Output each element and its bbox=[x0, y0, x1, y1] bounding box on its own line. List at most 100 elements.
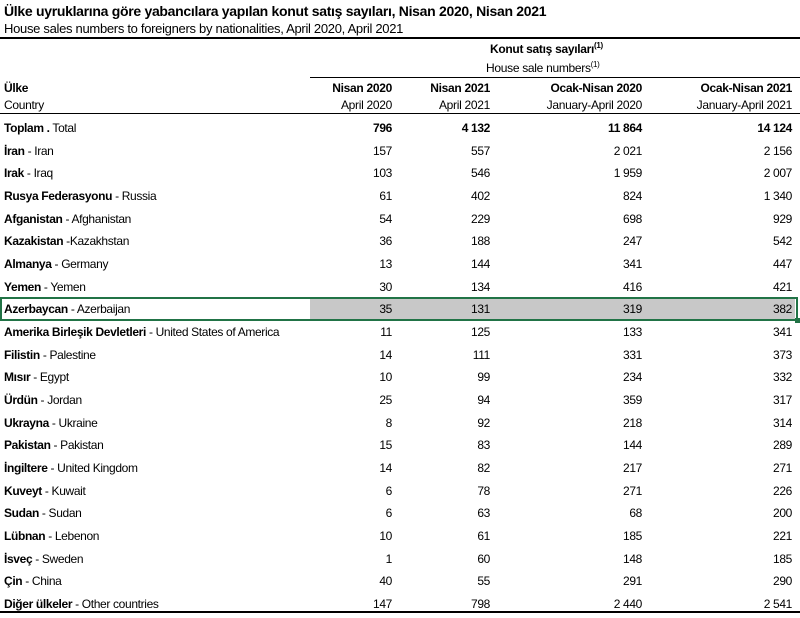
value-cell[interactable]: 40 bbox=[379, 574, 392, 589]
value-cell[interactable]: 6 bbox=[385, 483, 393, 498]
value-cell[interactable]: 234 bbox=[623, 370, 642, 385]
value-cell[interactable]: 157 bbox=[373, 143, 392, 158]
value-cell[interactable]: 25 bbox=[379, 393, 392, 408]
value-cell[interactable]: 10 bbox=[379, 529, 392, 544]
fill-handle[interactable] bbox=[795, 318, 800, 324]
value-cell[interactable]: 402 bbox=[471, 189, 490, 203]
value-cell[interactable]: 341 bbox=[623, 257, 642, 272]
value-cell[interactable]: 13 bbox=[379, 257, 392, 272]
value-cell[interactable]: 221 bbox=[773, 529, 792, 544]
value-cell[interactable]: 134 bbox=[471, 279, 490, 294]
table-row[interactable]: Mısır - Egypt 10 99 234 332 bbox=[0, 366, 800, 388]
value-cell[interactable]: 8 bbox=[385, 415, 393, 430]
value-cell[interactable]: 373 bbox=[773, 347, 792, 362]
value-cell[interactable]: 289 bbox=[773, 438, 792, 453]
value-cell[interactable]: 929 bbox=[773, 211, 792, 226]
value-cell[interactable]: 359 bbox=[623, 393, 642, 408]
value-cell[interactable]: 14 124 bbox=[757, 121, 792, 135]
value-cell[interactable]: 824 bbox=[623, 189, 642, 203]
value-cell[interactable]: 63 bbox=[477, 506, 490, 521]
value-cell[interactable]: 229 bbox=[471, 211, 490, 226]
value-cell[interactable]: 68 bbox=[629, 506, 642, 521]
table-row[interactable]: Rusya Federasyonu - Russia 61 402 824 1 340 bbox=[0, 185, 800, 207]
value-cell[interactable]: 103 bbox=[373, 166, 392, 181]
value-cell[interactable]: 61 bbox=[379, 189, 392, 203]
value-cell[interactable]: 35 bbox=[379, 302, 392, 317]
value-cell[interactable]: 133 bbox=[623, 325, 642, 340]
value-cell[interactable]: 341 bbox=[773, 325, 792, 340]
value-cell[interactable]: 332 bbox=[773, 370, 792, 385]
value-cell[interactable]: 2 156 bbox=[763, 143, 793, 158]
table-row[interactable]: Ürdün - Jordan 25 94 359 317 bbox=[0, 389, 800, 411]
table-row[interactable]: İsveç - Sweden 1 60 148 185 bbox=[0, 548, 800, 570]
value-cell[interactable]: 416 bbox=[623, 279, 642, 294]
value-cell[interactable]: 148 bbox=[623, 551, 642, 566]
value-cell[interactable]: 291 bbox=[623, 574, 642, 589]
value-cell[interactable]: 6 bbox=[385, 506, 393, 521]
table-row[interactable]: Çin - China 40 55 291 290 bbox=[0, 570, 800, 592]
value-cell[interactable]: 144 bbox=[623, 438, 642, 453]
table-row[interactable]: Kazakistan -Kazakhstan 36 188 247 542 bbox=[0, 230, 800, 252]
value-cell[interactable]: 36 bbox=[379, 234, 392, 249]
value-cell[interactable]: 144 bbox=[471, 257, 490, 272]
value-cell[interactable]: 54 bbox=[379, 211, 392, 226]
table-row[interactable]: Afganistan - Afghanistan 54 229 698 929 bbox=[0, 208, 800, 230]
table-row[interactable]: Almanya - Germany 13 144 341 447 bbox=[0, 253, 800, 275]
table-row[interactable]: İngiltere - United Kingdom 14 82 217 271 bbox=[0, 457, 800, 479]
value-cell[interactable]: 1 959 bbox=[613, 166, 643, 181]
value-cell[interactable]: 331 bbox=[623, 347, 642, 362]
value-cell[interactable]: 319 bbox=[623, 302, 642, 317]
table-row[interactable]: Amerika Birleşik Devletleri - United Sta… bbox=[0, 321, 800, 343]
value-cell[interactable]: 15 bbox=[379, 438, 392, 453]
value-cell[interactable]: 78 bbox=[477, 483, 490, 498]
value-cell[interactable]: 798 bbox=[471, 597, 490, 612]
value-cell[interactable]: 185 bbox=[623, 529, 642, 544]
value-cell[interactable]: 271 bbox=[623, 483, 642, 498]
table-row[interactable]: Yemen - Yemen 30 134 416 421 bbox=[0, 276, 800, 298]
value-cell[interactable]: 125 bbox=[471, 325, 490, 340]
table-row[interactable]: Diğer ülkeler - Other countries 147 798 2 4… bbox=[0, 593, 800, 615]
value-cell[interactable]: 60 bbox=[477, 551, 490, 566]
value-cell[interactable]: 218 bbox=[623, 415, 642, 430]
value-cell[interactable]: 55 bbox=[477, 574, 490, 589]
value-cell[interactable]: 94 bbox=[477, 393, 490, 408]
value-cell[interactable]: 447 bbox=[773, 257, 792, 272]
value-cell[interactable]: 698 bbox=[623, 211, 642, 226]
value-cell[interactable]: 14 bbox=[379, 347, 392, 362]
table-row[interactable]: Pakistan - Pakistan 15 83 144 289 bbox=[0, 434, 800, 456]
value-cell[interactable]: 83 bbox=[477, 438, 490, 453]
value-cell[interactable]: 314 bbox=[773, 415, 792, 430]
value-cell[interactable]: 557 bbox=[471, 143, 490, 158]
value-cell[interactable]: 247 bbox=[623, 234, 642, 249]
value-cell[interactable]: 131 bbox=[471, 302, 490, 317]
value-cell[interactable]: 185 bbox=[773, 551, 792, 566]
value-cell[interactable]: 147 bbox=[373, 597, 392, 612]
table-row[interactable]: Kuveyt - Kuwait 6 78 271 226 bbox=[0, 480, 800, 502]
table-row[interactable]: Lübnan - Lebenon 10 61 185 221 bbox=[0, 525, 800, 547]
value-cell[interactable]: 2 021 bbox=[613, 143, 643, 158]
value-cell[interactable]: 1 340 bbox=[763, 189, 793, 203]
value-cell[interactable]: 92 bbox=[477, 415, 490, 430]
table-row[interactable]: Ukrayna - Ukraine 8 92 218 314 bbox=[0, 412, 800, 434]
value-cell[interactable]: 271 bbox=[773, 461, 792, 476]
value-cell[interactable]: 11 864 bbox=[608, 121, 642, 135]
value-cell[interactable]: 317 bbox=[773, 393, 792, 408]
value-cell[interactable]: 2 541 bbox=[763, 597, 793, 612]
value-cell[interactable]: 542 bbox=[773, 234, 792, 249]
value-cell[interactable]: 14 bbox=[379, 461, 392, 476]
value-cell[interactable]: 2 007 bbox=[763, 166, 793, 181]
value-cell[interactable]: 290 bbox=[773, 574, 792, 589]
value-cell[interactable]: 4 132 bbox=[461, 121, 491, 135]
value-cell[interactable]: 30 bbox=[379, 279, 392, 294]
value-cell[interactable]: 11 bbox=[380, 325, 392, 340]
table-row[interactable]: İran - Iran 157 557 2 021 2 156 bbox=[0, 140, 800, 162]
value-cell[interactable]: 1 bbox=[385, 551, 393, 566]
value-cell[interactable]: 10 bbox=[379, 370, 392, 385]
table-row[interactable]: Irak - Iraq 103 546 1 959 2 007 bbox=[0, 162, 800, 184]
value-cell[interactable]: 99 bbox=[477, 370, 490, 385]
value-cell[interactable]: 421 bbox=[773, 279, 792, 294]
value-cell[interactable]: 217 bbox=[623, 461, 642, 476]
value-cell[interactable]: 61 bbox=[477, 529, 490, 544]
value-cell[interactable]: 796 bbox=[373, 121, 392, 135]
value-cell[interactable]: 200 bbox=[773, 506, 792, 521]
